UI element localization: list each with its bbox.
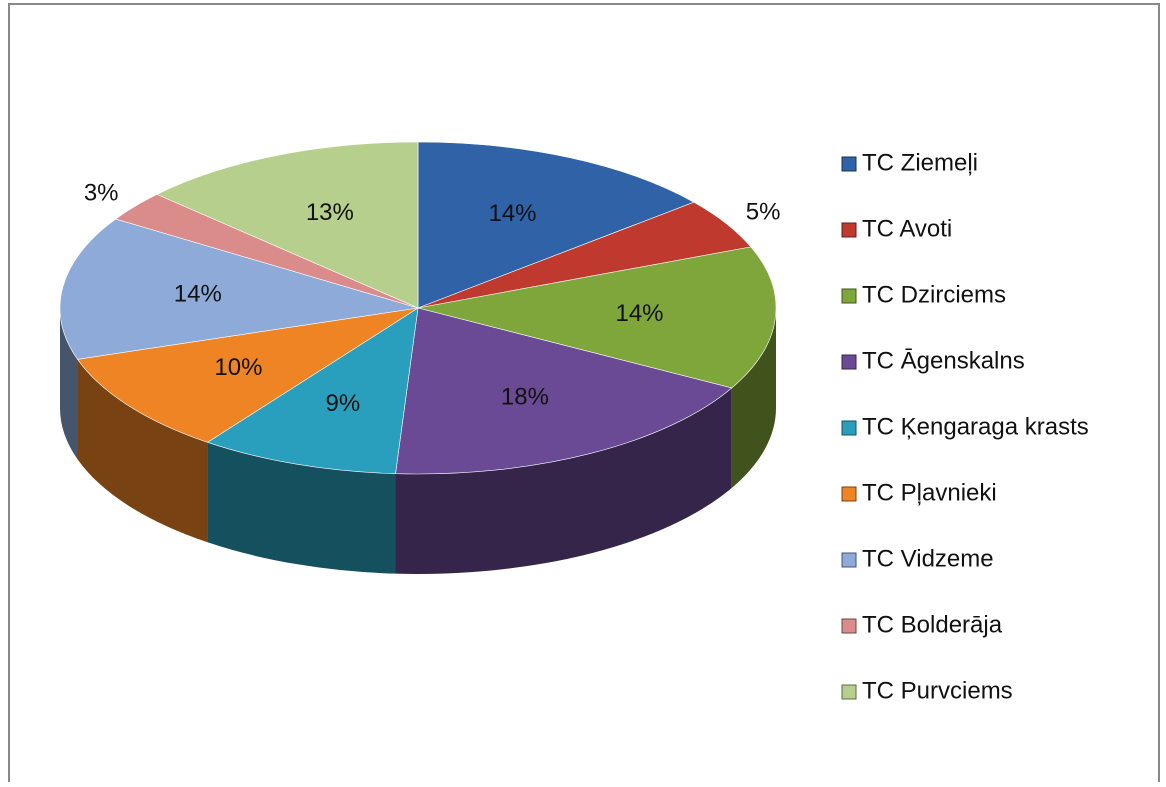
data-label: 14% [488,200,536,227]
data-label: 9% [325,390,360,417]
legend-swatch [841,420,857,436]
slice-side [207,442,396,574]
legend-label: TC Pļavnieki [862,479,997,506]
data-label: 14% [615,300,663,327]
slice-side [77,359,208,543]
legend-swatch [841,156,857,172]
slice-side [731,308,776,488]
data-label: 13% [306,199,354,226]
legend-swatch [841,354,857,370]
slice-side [395,387,732,574]
legend-label: TC Dzirciems [862,281,1006,308]
slice [59,218,419,360]
legend-swatch [841,288,857,304]
legend-label: TC Vidzeme [862,545,994,572]
legend-swatch [841,618,857,634]
data-label: 5% [746,199,781,226]
legend-label: TC Ziemeļi [862,149,978,176]
slice-side [60,308,78,460]
legend-label: TC Bolderāja [862,611,1003,638]
data-label: 18% [501,384,549,411]
legend-label: TC Āgenskalns [862,347,1025,374]
data-label: 10% [214,354,262,381]
legend-swatch [841,222,857,238]
legend-label: TC Avoti [862,215,952,242]
slice [206,307,419,474]
data-label: 3% [84,179,119,206]
legend-label: TC Purvciems [862,677,1013,704]
slice [417,141,695,309]
legend-label: TC Ķengaraga krasts [862,413,1089,440]
slice [395,307,733,475]
slice [417,246,777,389]
pie: 14% 5% 14% 18% 9% 10% 14% 3% 13% [59,141,781,574]
legend: TC Ziemeļi TC Avoti TC Dzirciems TC Āgenska… [841,149,1089,704]
legend-swatch [841,684,857,700]
slice [76,307,419,443]
slice [156,141,419,309]
legend-swatch [841,552,857,568]
data-label: 14% [174,280,222,307]
legend-swatch [841,486,857,502]
